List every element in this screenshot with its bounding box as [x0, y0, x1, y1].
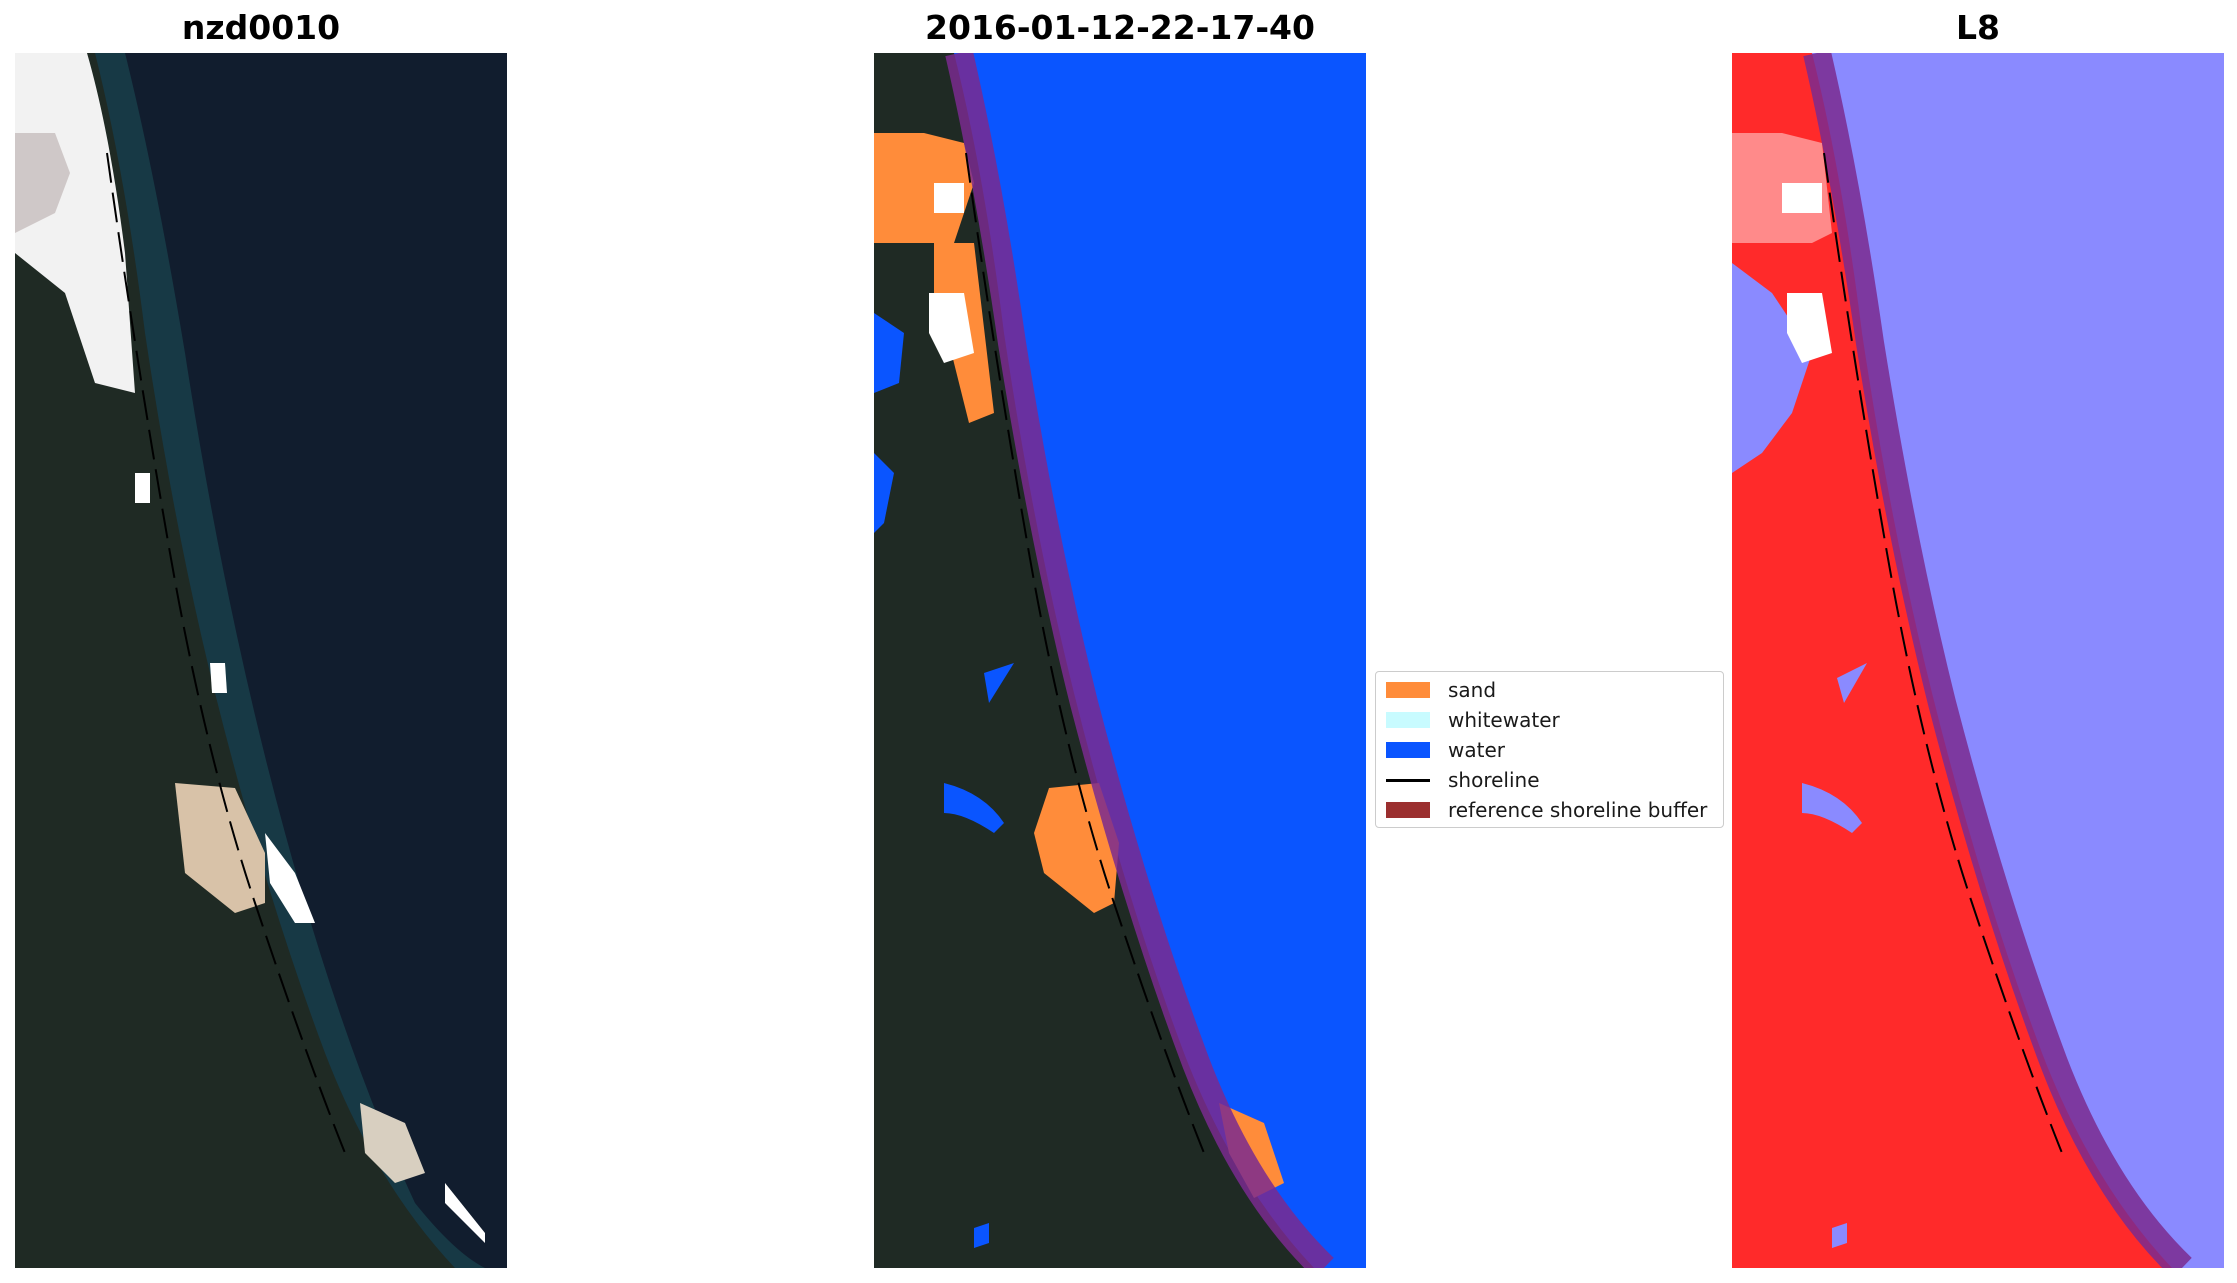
legend-swatch-water — [1386, 742, 1430, 758]
legend-item-water: water — [1386, 738, 1505, 762]
rgb-image-panel — [15, 53, 507, 1268]
legend-item-buffer: reference shoreline buffer — [1386, 798, 1708, 822]
legend-label-water: water — [1448, 738, 1505, 762]
rgb-satellite-image — [15, 53, 507, 1268]
legend-label-shoreline: shoreline — [1448, 768, 1540, 792]
panel-title-rgb: nzd0010 — [181, 8, 341, 47]
legend-label-buffer: reference shoreline buffer — [1448, 798, 1708, 822]
legend: sand whitewater water shoreline referenc… — [1375, 671, 1724, 828]
legend-item-sand: sand — [1386, 678, 1497, 702]
legend-swatch-whitewater — [1386, 712, 1430, 728]
legend-swatch-buffer — [1386, 802, 1430, 818]
legend-item-whitewater: whitewater — [1386, 708, 1560, 732]
legend-label-sand: sand — [1448, 678, 1497, 702]
legend-item-shoreline: shoreline — [1386, 768, 1540, 792]
legend-swatch-shoreline — [1386, 778, 1430, 782]
classified-image — [874, 53, 1366, 1268]
classified-image-panel — [874, 53, 1366, 1268]
panel-title-classified: 2016-01-12-22-17-40 — [925, 8, 1315, 47]
panel-title-index: L8 — [1956, 8, 2000, 47]
water-index-image — [1732, 53, 2224, 1268]
legend-label-whitewater: whitewater — [1448, 708, 1560, 732]
index-image-panel — [1732, 53, 2224, 1268]
legend-swatch-sand — [1386, 682, 1430, 698]
